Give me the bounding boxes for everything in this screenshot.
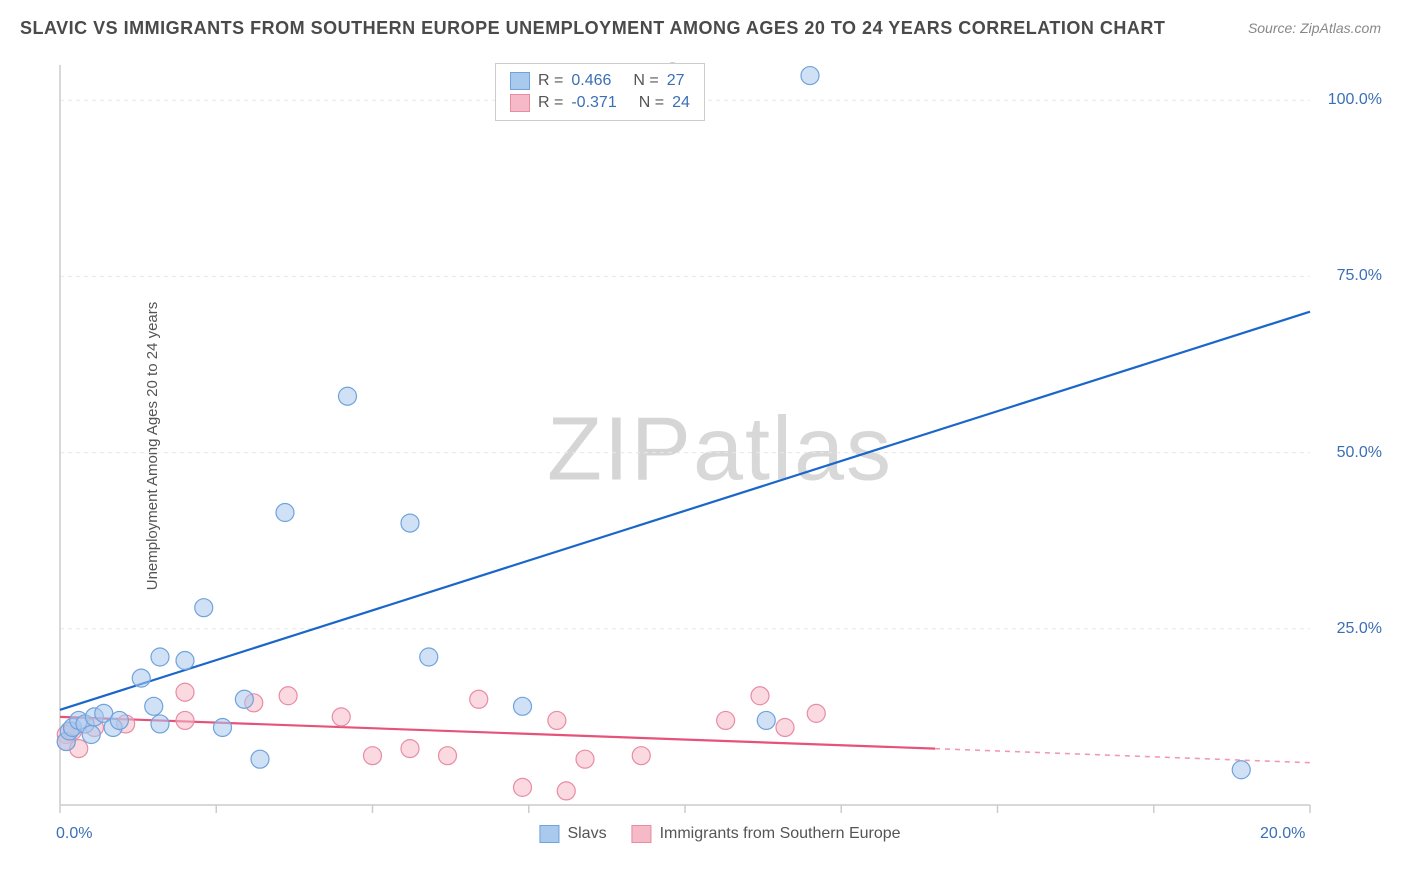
plot-area: ZIPatlas R = 0.466 N = 27 R = -0.371 N =… <box>50 55 1390 845</box>
r-value-2: -0.371 <box>571 94 616 112</box>
y-tick-label: 50.0% <box>1337 444 1382 462</box>
series2-swatch-icon <box>632 825 652 843</box>
n-value-2: 24 <box>672 94 690 112</box>
y-tick-label: 75.0% <box>1337 267 1382 285</box>
series2-label: Immigrants from Southern Europe <box>660 825 901 843</box>
series1-swatch-icon <box>510 72 530 90</box>
x-tick-label: 20.0% <box>1260 825 1305 843</box>
n-value-1: 27 <box>667 72 685 90</box>
chart-canvas <box>50 55 1390 845</box>
series-legend-item-2: Immigrants from Southern Europe <box>632 825 901 843</box>
series2-swatch-icon <box>510 94 530 112</box>
chart-title: SLAVIC VS IMMIGRANTS FROM SOUTHERN EUROP… <box>20 18 1165 39</box>
y-tick-label: 25.0% <box>1337 620 1382 638</box>
series1-swatch-icon <box>539 825 559 843</box>
r-value-1: 0.466 <box>571 72 611 90</box>
series-legend-item-1: Slavs <box>539 825 606 843</box>
series-legend: Slavs Immigrants from Southern Europe <box>539 825 900 843</box>
n-label: N = <box>639 94 664 112</box>
correlation-legend-row-2: R = -0.371 N = 24 <box>510 92 690 114</box>
r-label: R = <box>538 72 563 90</box>
correlation-legend: R = 0.466 N = 27 R = -0.371 N = 24 <box>495 63 705 121</box>
y-tick-label: 100.0% <box>1328 91 1382 109</box>
correlation-legend-row-1: R = 0.466 N = 27 <box>510 70 690 92</box>
source-attribution: Source: ZipAtlas.com <box>1248 20 1381 36</box>
series1-label: Slavs <box>567 825 606 843</box>
n-label: N = <box>633 72 658 90</box>
x-tick-label: 0.0% <box>56 825 92 843</box>
r-label: R = <box>538 94 563 112</box>
